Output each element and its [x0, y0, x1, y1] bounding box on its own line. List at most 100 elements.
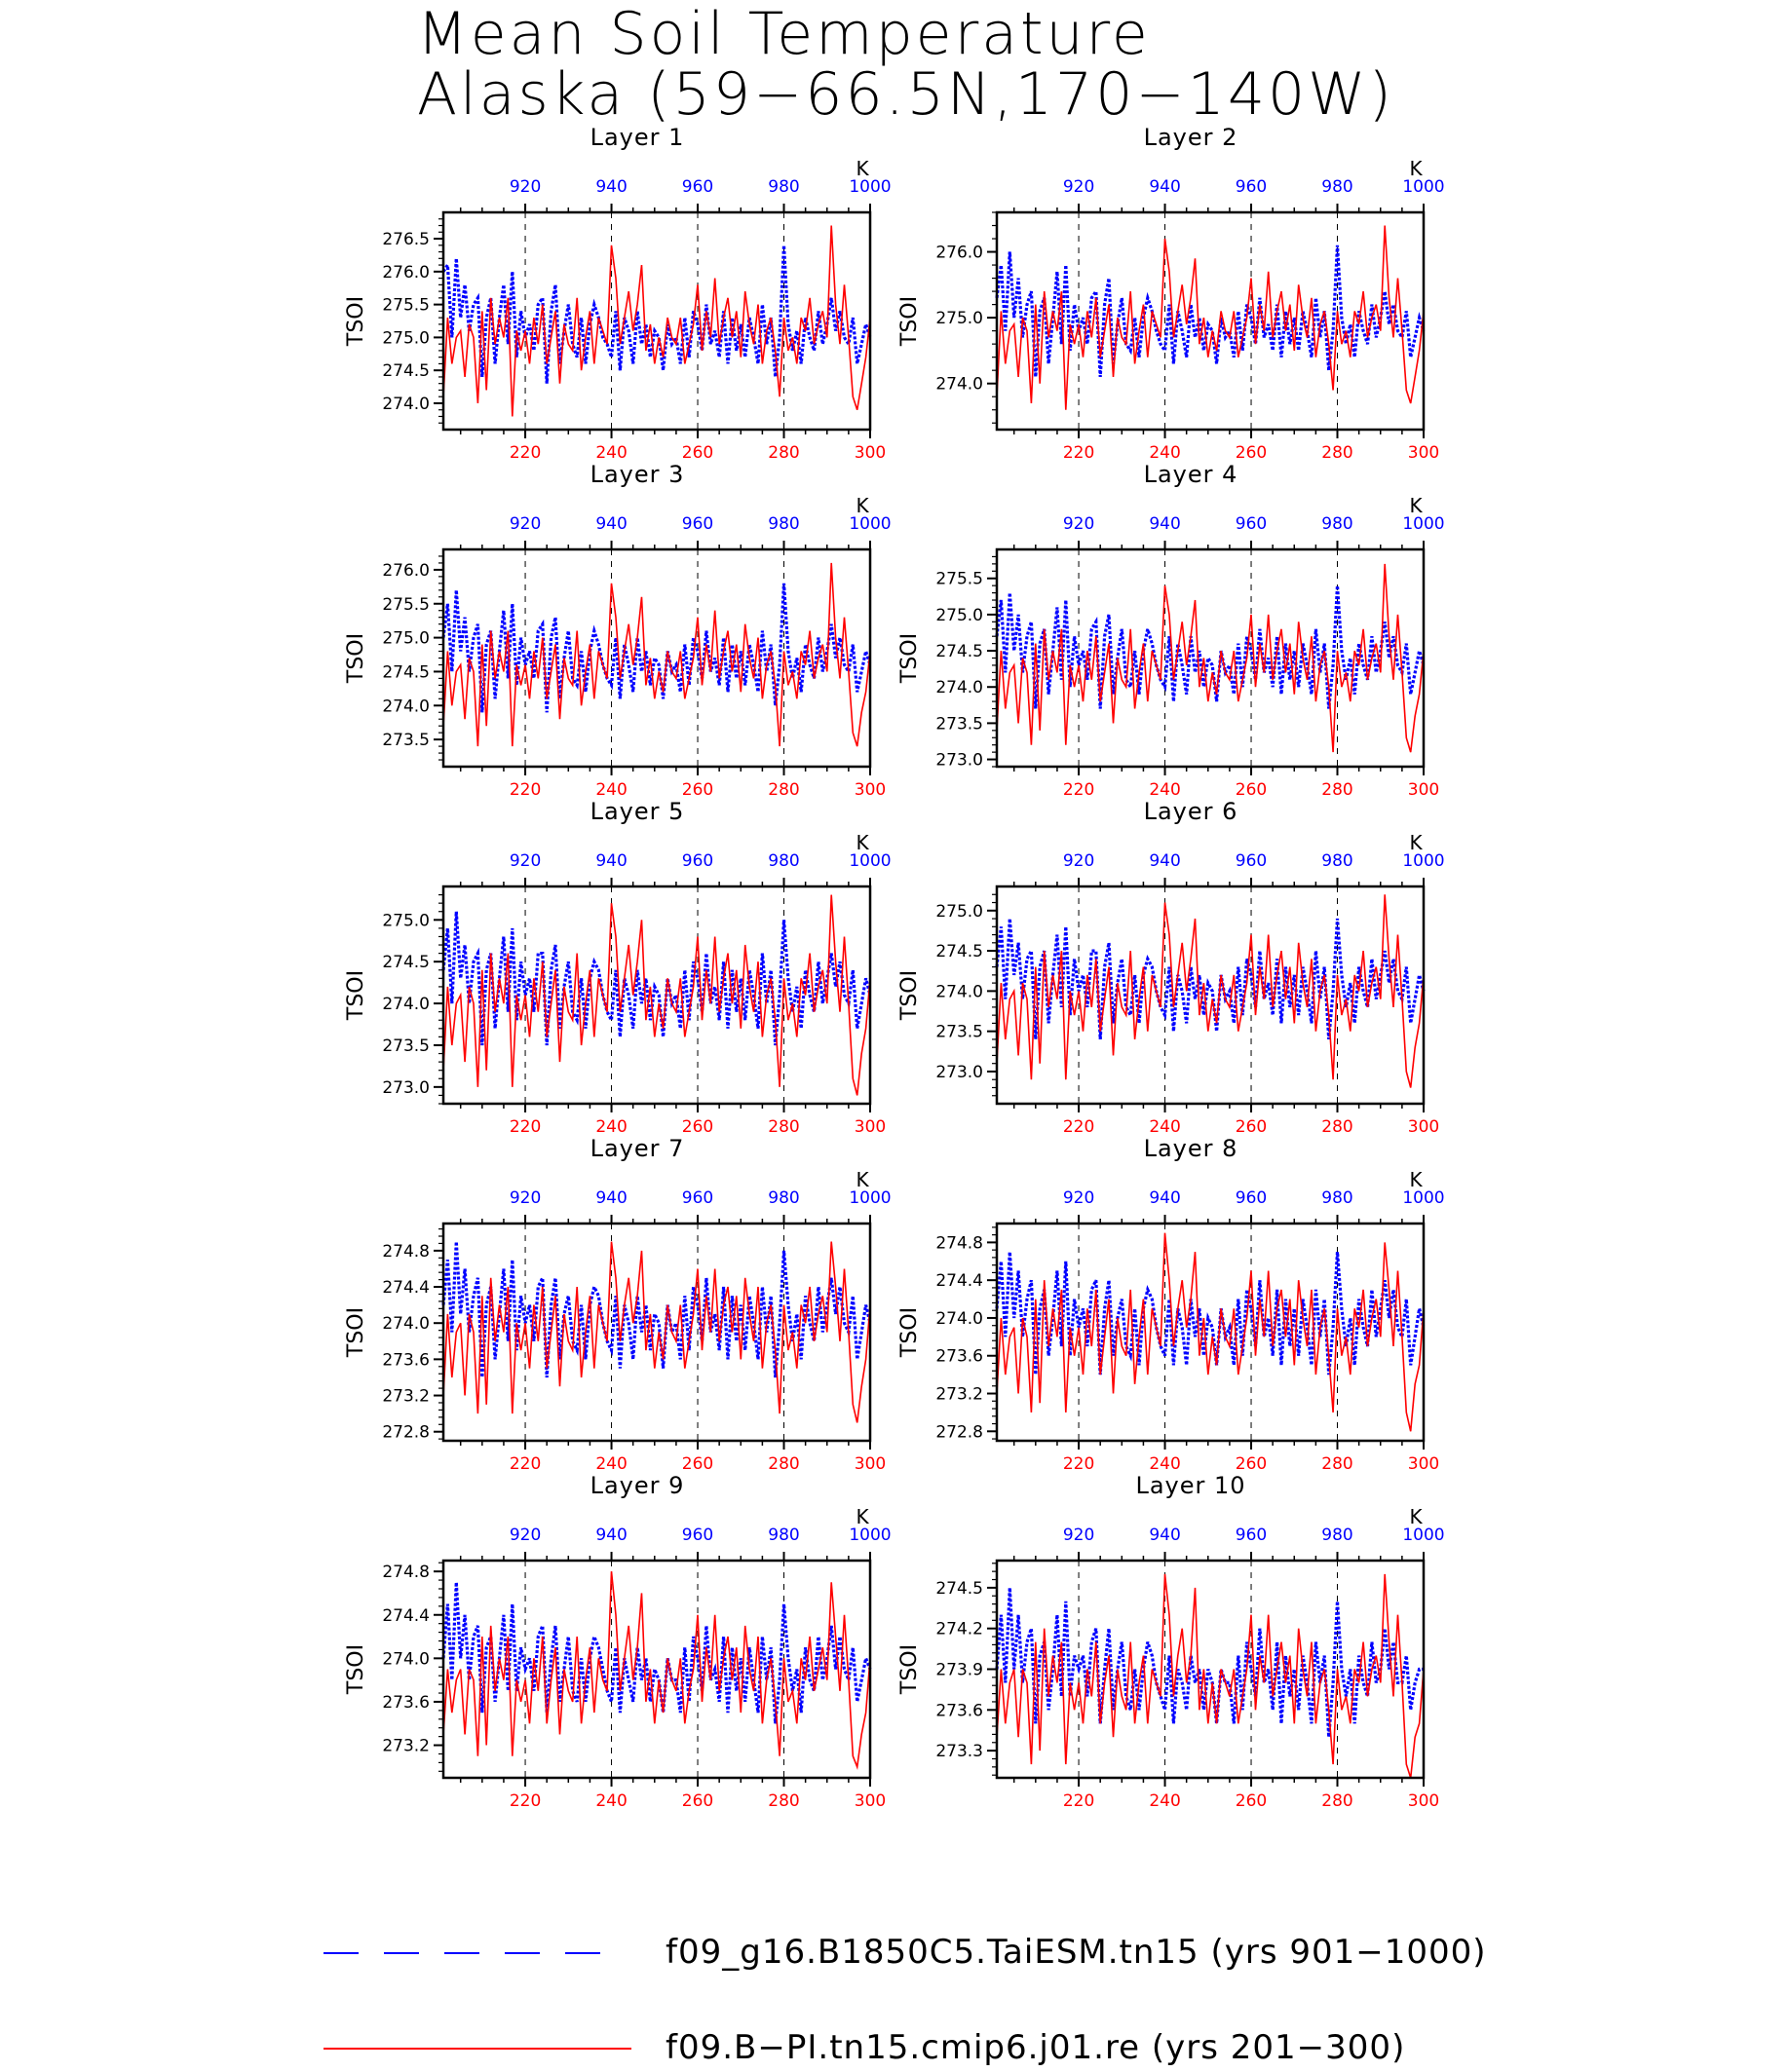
- y-tick-label: 275.0: [382, 629, 430, 649]
- y-tick-label: 274.8: [382, 1563, 430, 1582]
- y-tick-label: 274.0: [382, 995, 430, 1014]
- x-tick-label: 260: [682, 1454, 713, 1474]
- y-tick-label: 276.0: [935, 244, 983, 263]
- y-axis-label: TSOI: [344, 1307, 368, 1358]
- series-line-cmip6: [442, 562, 871, 747]
- y-tick-label: 274.8: [382, 1242, 430, 1262]
- y-tick-label: 274.5: [382, 361, 430, 381]
- y-tick-label: 274.0: [935, 375, 983, 395]
- series-line-taiesm: [995, 1251, 1426, 1375]
- top-axis-unit: K: [1409, 494, 1423, 517]
- x-top-tick-label: 940: [595, 514, 627, 534]
- x-tick-label: 300: [855, 780, 886, 800]
- series-line-taiesm: [441, 1241, 872, 1378]
- panel-title: Layer 4: [1144, 461, 1238, 488]
- x-top-tick-label: 980: [768, 851, 799, 871]
- y-tick-label: 274.4: [382, 1606, 430, 1626]
- x-top-tick-label: 1000: [1402, 1188, 1444, 1208]
- x-tick-label: 260: [682, 780, 713, 800]
- series-line-cmip6: [996, 1573, 1425, 1779]
- x-top-tick-label: 980: [1321, 177, 1352, 197]
- x-tick-label: 280: [1321, 1117, 1352, 1137]
- top-axis-unit: K: [856, 157, 869, 180]
- x-top-tick-label: 980: [1321, 1526, 1352, 1545]
- y-axis-label: TSOI: [344, 633, 368, 684]
- top-axis-unit: K: [1409, 831, 1423, 854]
- y-tick-label: 275.0: [382, 328, 430, 348]
- y-axis-label: TSOI: [344, 970, 368, 1021]
- series-line-cmip6: [442, 894, 871, 1096]
- y-axis-label: TSOI: [897, 970, 922, 1021]
- y-tick-label: 273.2: [382, 1387, 430, 1407]
- y-tick-label: 276.5: [382, 230, 430, 249]
- x-tick-label: 240: [1149, 1454, 1180, 1474]
- y-tick-label: 274.0: [382, 1314, 430, 1334]
- y-tick-label: 273.5: [935, 1023, 983, 1042]
- chart-title-line-2: Alaska (59−66.5N,170−140W): [417, 60, 1394, 129]
- y-tick-label: 273.6: [382, 1693, 430, 1713]
- x-top-tick-label: 980: [768, 177, 799, 197]
- series-line-taiesm: [441, 245, 872, 384]
- y-tick-label: 272.8: [382, 1423, 430, 1443]
- x-tick-label: 220: [1063, 1454, 1094, 1474]
- x-tick-label: 240: [595, 1791, 627, 1811]
- x-top-tick-label: 1000: [849, 1526, 891, 1545]
- series-line-cmip6: [442, 225, 871, 417]
- x-tick-label: 300: [1408, 780, 1439, 800]
- y-tick-label: 276.0: [382, 561, 430, 581]
- x-top-tick-label: 980: [1321, 851, 1352, 871]
- x-tick-label: 260: [682, 1791, 713, 1811]
- x-top-tick-label: 940: [1149, 1526, 1180, 1545]
- x-top-tick-label: 940: [595, 177, 627, 197]
- y-axis-label: TSOI: [897, 633, 922, 684]
- series-line-cmip6: [442, 1241, 871, 1423]
- x-tick-label: 280: [768, 1117, 799, 1137]
- y-axis-label: TSOI: [897, 1644, 922, 1695]
- panel-title: Layer 10: [1135, 1472, 1245, 1499]
- x-top-tick-label: 1000: [1402, 1526, 1444, 1545]
- x-top-tick-label: 1000: [849, 177, 891, 197]
- top-axis-unit: K: [856, 831, 869, 854]
- y-tick-label: 273.6: [935, 1347, 983, 1367]
- y-tick-label: 275.0: [382, 911, 430, 930]
- x-top-tick-label: 920: [510, 1526, 541, 1545]
- y-tick-label: 274.0: [382, 395, 430, 414]
- x-tick-label: 220: [510, 1791, 541, 1811]
- x-top-tick-label: 980: [768, 1188, 799, 1208]
- y-axis-label: TSOI: [344, 296, 368, 347]
- series-line-cmip6: [996, 1232, 1425, 1432]
- x-top-tick-label: 940: [595, 1526, 627, 1545]
- y-tick-label: 275.5: [935, 570, 983, 589]
- x-top-tick-label: 920: [510, 1188, 541, 1208]
- y-tick-label: 273.9: [935, 1661, 983, 1680]
- panel-title: Layer 9: [590, 1472, 685, 1499]
- x-tick-label: 220: [510, 780, 541, 800]
- x-tick-label: 220: [1063, 780, 1094, 800]
- plot-frame: [441, 1559, 872, 1780]
- x-top-tick-label: 1000: [849, 514, 891, 534]
- x-top-tick-label: 960: [1236, 851, 1267, 871]
- panel-title: Layer 2: [1144, 124, 1238, 151]
- y-tick-label: 274.0: [382, 1649, 430, 1669]
- plot-frame: [441, 210, 872, 432]
- legend-swatch-solid: [324, 2048, 631, 2050]
- y-tick-label: 273.2: [382, 1737, 430, 1756]
- x-top-tick-label: 920: [510, 851, 541, 871]
- x-top-tick-label: 920: [510, 177, 541, 197]
- y-tick-label: 274.0: [935, 1309, 983, 1329]
- top-axis-unit: K: [856, 494, 869, 517]
- y-tick-label: 276.0: [382, 263, 430, 283]
- y-tick-label: 274.2: [935, 1620, 983, 1639]
- y-axis-label: TSOI: [897, 296, 922, 347]
- y-tick-label: 274.5: [382, 662, 430, 682]
- x-top-tick-label: 920: [1063, 1188, 1094, 1208]
- y-tick-label: 273.5: [935, 714, 983, 734]
- x-tick-label: 300: [1408, 1454, 1439, 1474]
- x-top-tick-label: 960: [1236, 1526, 1267, 1545]
- series-line-taiesm: [995, 1587, 1424, 1738]
- y-tick-label: 275.5: [382, 296, 430, 316]
